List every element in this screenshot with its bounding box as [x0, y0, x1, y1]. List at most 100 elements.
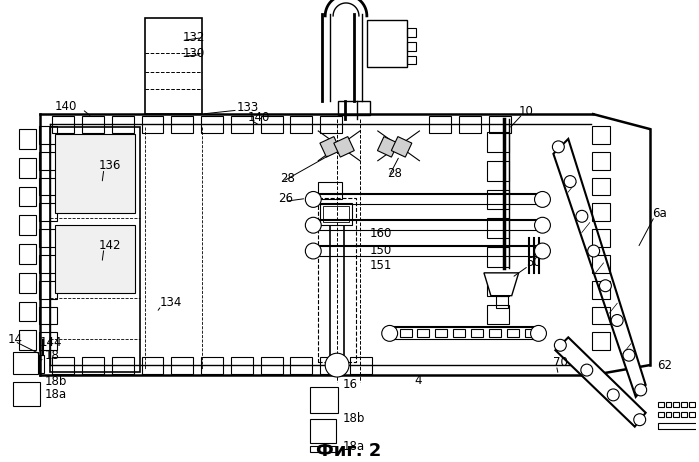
Bar: [310, 387, 338, 413]
Circle shape: [588, 245, 600, 257]
Circle shape: [535, 191, 550, 207]
Bar: [407, 42, 417, 51]
Bar: [323, 207, 349, 222]
Text: 18b: 18b: [45, 376, 67, 389]
Bar: [39, 229, 57, 247]
Bar: [39, 332, 57, 350]
Bar: [291, 116, 312, 133]
Bar: [310, 419, 336, 443]
Text: 144: 144: [39, 336, 62, 349]
Text: 18b: 18b: [343, 412, 366, 425]
Bar: [592, 203, 610, 221]
Bar: [318, 182, 342, 200]
Text: 142: 142: [99, 238, 122, 252]
Bar: [592, 177, 610, 195]
Bar: [487, 132, 509, 152]
Circle shape: [535, 243, 550, 259]
Bar: [291, 357, 312, 374]
Bar: [487, 161, 509, 181]
Bar: [507, 329, 519, 337]
Text: 70: 70: [554, 356, 568, 369]
Bar: [231, 116, 253, 133]
Bar: [682, 402, 687, 407]
Text: 6a: 6a: [653, 207, 668, 220]
Text: 134: 134: [159, 296, 182, 309]
Bar: [350, 357, 372, 374]
Bar: [435, 329, 447, 337]
Text: 140: 140: [248, 110, 271, 123]
Bar: [112, 357, 134, 374]
Bar: [39, 255, 57, 273]
Text: 50: 50: [526, 256, 541, 269]
Text: 10: 10: [519, 104, 533, 118]
Bar: [698, 412, 699, 417]
Bar: [39, 126, 57, 144]
Bar: [459, 116, 481, 133]
Text: 28: 28: [280, 172, 296, 185]
Circle shape: [635, 384, 647, 396]
Bar: [592, 307, 610, 324]
Circle shape: [382, 325, 398, 341]
Bar: [698, 402, 699, 407]
Bar: [489, 116, 511, 133]
Circle shape: [305, 191, 322, 207]
Bar: [39, 307, 57, 324]
Bar: [673, 402, 679, 407]
Bar: [82, 357, 104, 374]
Bar: [338, 101, 370, 115]
Bar: [39, 355, 45, 373]
Text: 150: 150: [370, 243, 392, 256]
Polygon shape: [484, 273, 519, 296]
Circle shape: [552, 141, 564, 153]
Bar: [261, 116, 282, 133]
Bar: [592, 255, 610, 273]
Circle shape: [535, 217, 550, 233]
Bar: [320, 203, 352, 225]
Bar: [592, 332, 610, 350]
Bar: [658, 402, 663, 407]
Polygon shape: [320, 137, 340, 157]
Polygon shape: [554, 139, 646, 397]
Text: 62: 62: [658, 359, 672, 371]
Circle shape: [554, 339, 566, 351]
Bar: [145, 18, 202, 114]
Bar: [52, 357, 74, 374]
Bar: [55, 225, 135, 293]
Bar: [400, 329, 412, 337]
Bar: [417, 329, 429, 337]
Bar: [82, 116, 104, 133]
Bar: [50, 127, 140, 372]
Circle shape: [325, 353, 349, 377]
Bar: [19, 158, 36, 177]
Bar: [592, 281, 610, 298]
Bar: [487, 247, 509, 267]
Bar: [487, 218, 509, 238]
Text: 18: 18: [45, 349, 59, 362]
Bar: [471, 329, 483, 337]
Bar: [320, 116, 342, 133]
Circle shape: [600, 280, 612, 292]
Bar: [689, 412, 696, 417]
Text: 14: 14: [8, 333, 22, 346]
Bar: [487, 189, 509, 209]
Bar: [55, 134, 135, 213]
Circle shape: [305, 243, 322, 259]
Bar: [19, 273, 36, 293]
Bar: [39, 177, 57, 195]
Bar: [13, 352, 38, 374]
Circle shape: [611, 315, 623, 327]
Text: 28: 28: [387, 167, 402, 180]
Bar: [592, 152, 610, 170]
Bar: [112, 116, 134, 133]
Bar: [19, 129, 36, 149]
Text: 136: 136: [99, 159, 122, 172]
Text: 18a: 18a: [45, 389, 66, 401]
Bar: [367, 20, 407, 67]
Bar: [665, 412, 672, 417]
Text: 18a: 18a: [343, 440, 365, 453]
Polygon shape: [391, 137, 412, 157]
Bar: [320, 357, 342, 374]
Bar: [201, 116, 223, 133]
Bar: [19, 244, 36, 264]
Bar: [489, 329, 500, 337]
